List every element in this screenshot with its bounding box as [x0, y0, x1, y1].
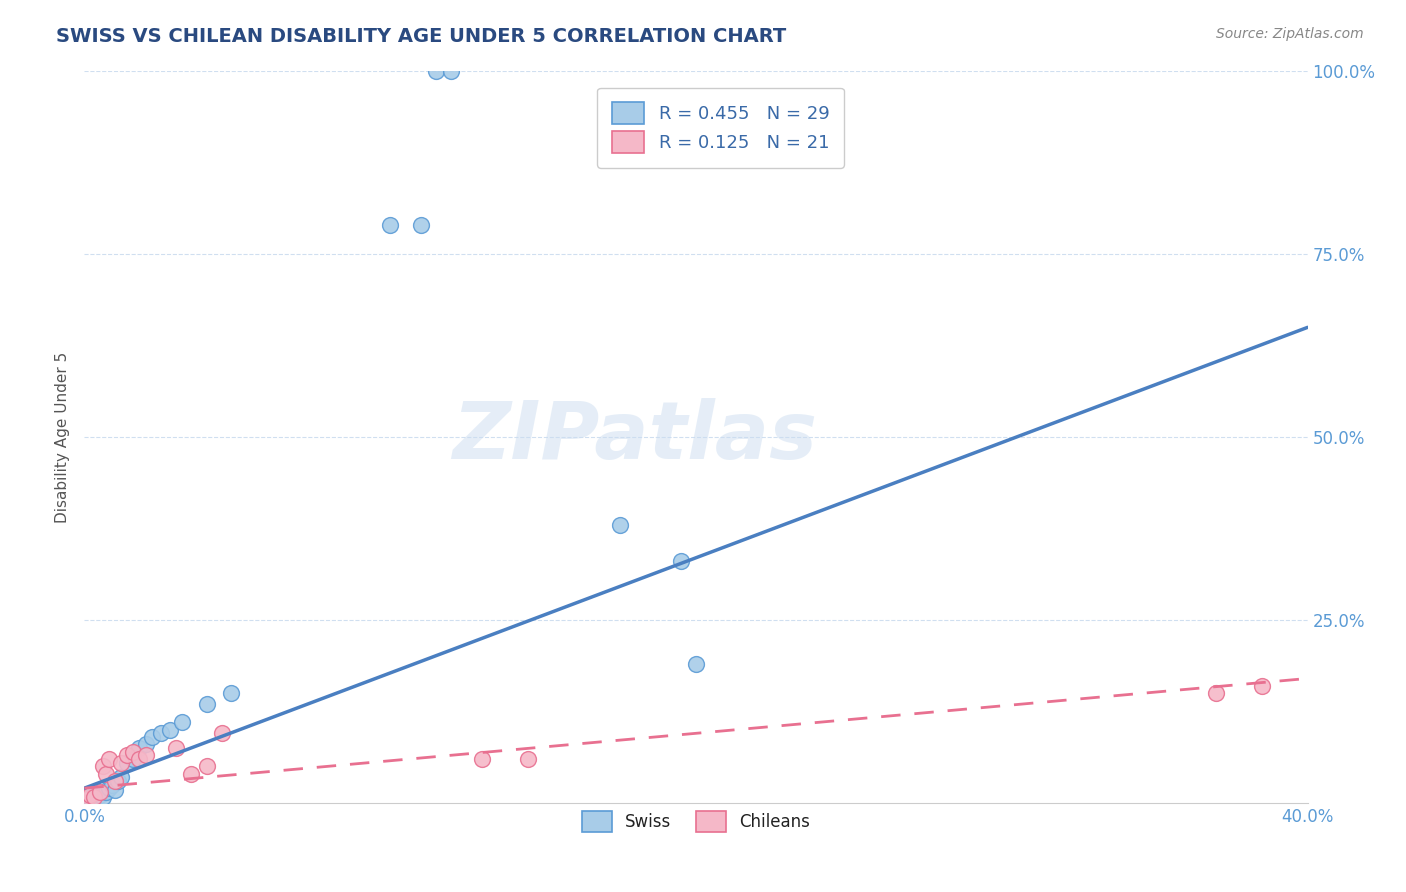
Point: [94, 766, 117, 780]
Point: [159, 723, 181, 737]
Point: [172, 715, 194, 730]
Point: [180, 766, 202, 780]
Point: [609, 517, 631, 532]
Point: [219, 686, 242, 700]
Point: [94, 785, 117, 799]
Point: [89, 789, 111, 803]
Point: [425, 64, 447, 78]
Point: [135, 748, 157, 763]
Point: [1250, 679, 1272, 693]
Point: [83, 789, 105, 804]
Point: [101, 778, 124, 792]
Point: [122, 745, 145, 759]
Point: [669, 554, 692, 568]
Point: [79, 789, 101, 803]
Point: [1205, 686, 1227, 700]
Point: [128, 740, 150, 755]
Point: [471, 752, 494, 766]
Point: [110, 756, 132, 770]
Text: Source: ZipAtlas.com: Source: ZipAtlas.com: [1216, 27, 1364, 41]
Point: [122, 752, 145, 766]
Text: SWISS VS CHILEAN DISABILITY AGE UNDER 5 CORRELATION CHART: SWISS VS CHILEAN DISABILITY AGE UNDER 5 …: [56, 27, 786, 45]
Point: [409, 218, 432, 232]
Point: [149, 726, 172, 740]
Text: ZIPatlas: ZIPatlas: [453, 398, 817, 476]
Point: [76, 792, 98, 806]
Point: [165, 740, 187, 755]
Point: [76, 792, 98, 806]
Point: [104, 773, 127, 788]
Y-axis label: Disability Age Under 5: Disability Age Under 5: [55, 351, 70, 523]
Point: [195, 697, 218, 711]
Point: [91, 759, 114, 773]
Point: [141, 730, 163, 744]
Point: [107, 773, 129, 788]
Point: [97, 752, 120, 766]
Legend: Swiss, Chileans: Swiss, Chileans: [575, 805, 817, 838]
Point: [685, 657, 707, 671]
Point: [380, 218, 402, 232]
Point: [440, 64, 463, 78]
Point: [86, 787, 108, 801]
Point: [104, 782, 127, 797]
Point: [91, 789, 114, 804]
Point: [97, 781, 120, 796]
Point: [115, 748, 138, 763]
Point: [211, 726, 233, 740]
Point: [115, 756, 138, 770]
Point: [128, 752, 150, 766]
Point: [79, 789, 101, 804]
Point: [110, 770, 132, 784]
Point: [195, 759, 218, 773]
Point: [135, 737, 157, 751]
Point: [89, 785, 111, 799]
Point: [83, 789, 105, 804]
Point: [516, 752, 538, 766]
